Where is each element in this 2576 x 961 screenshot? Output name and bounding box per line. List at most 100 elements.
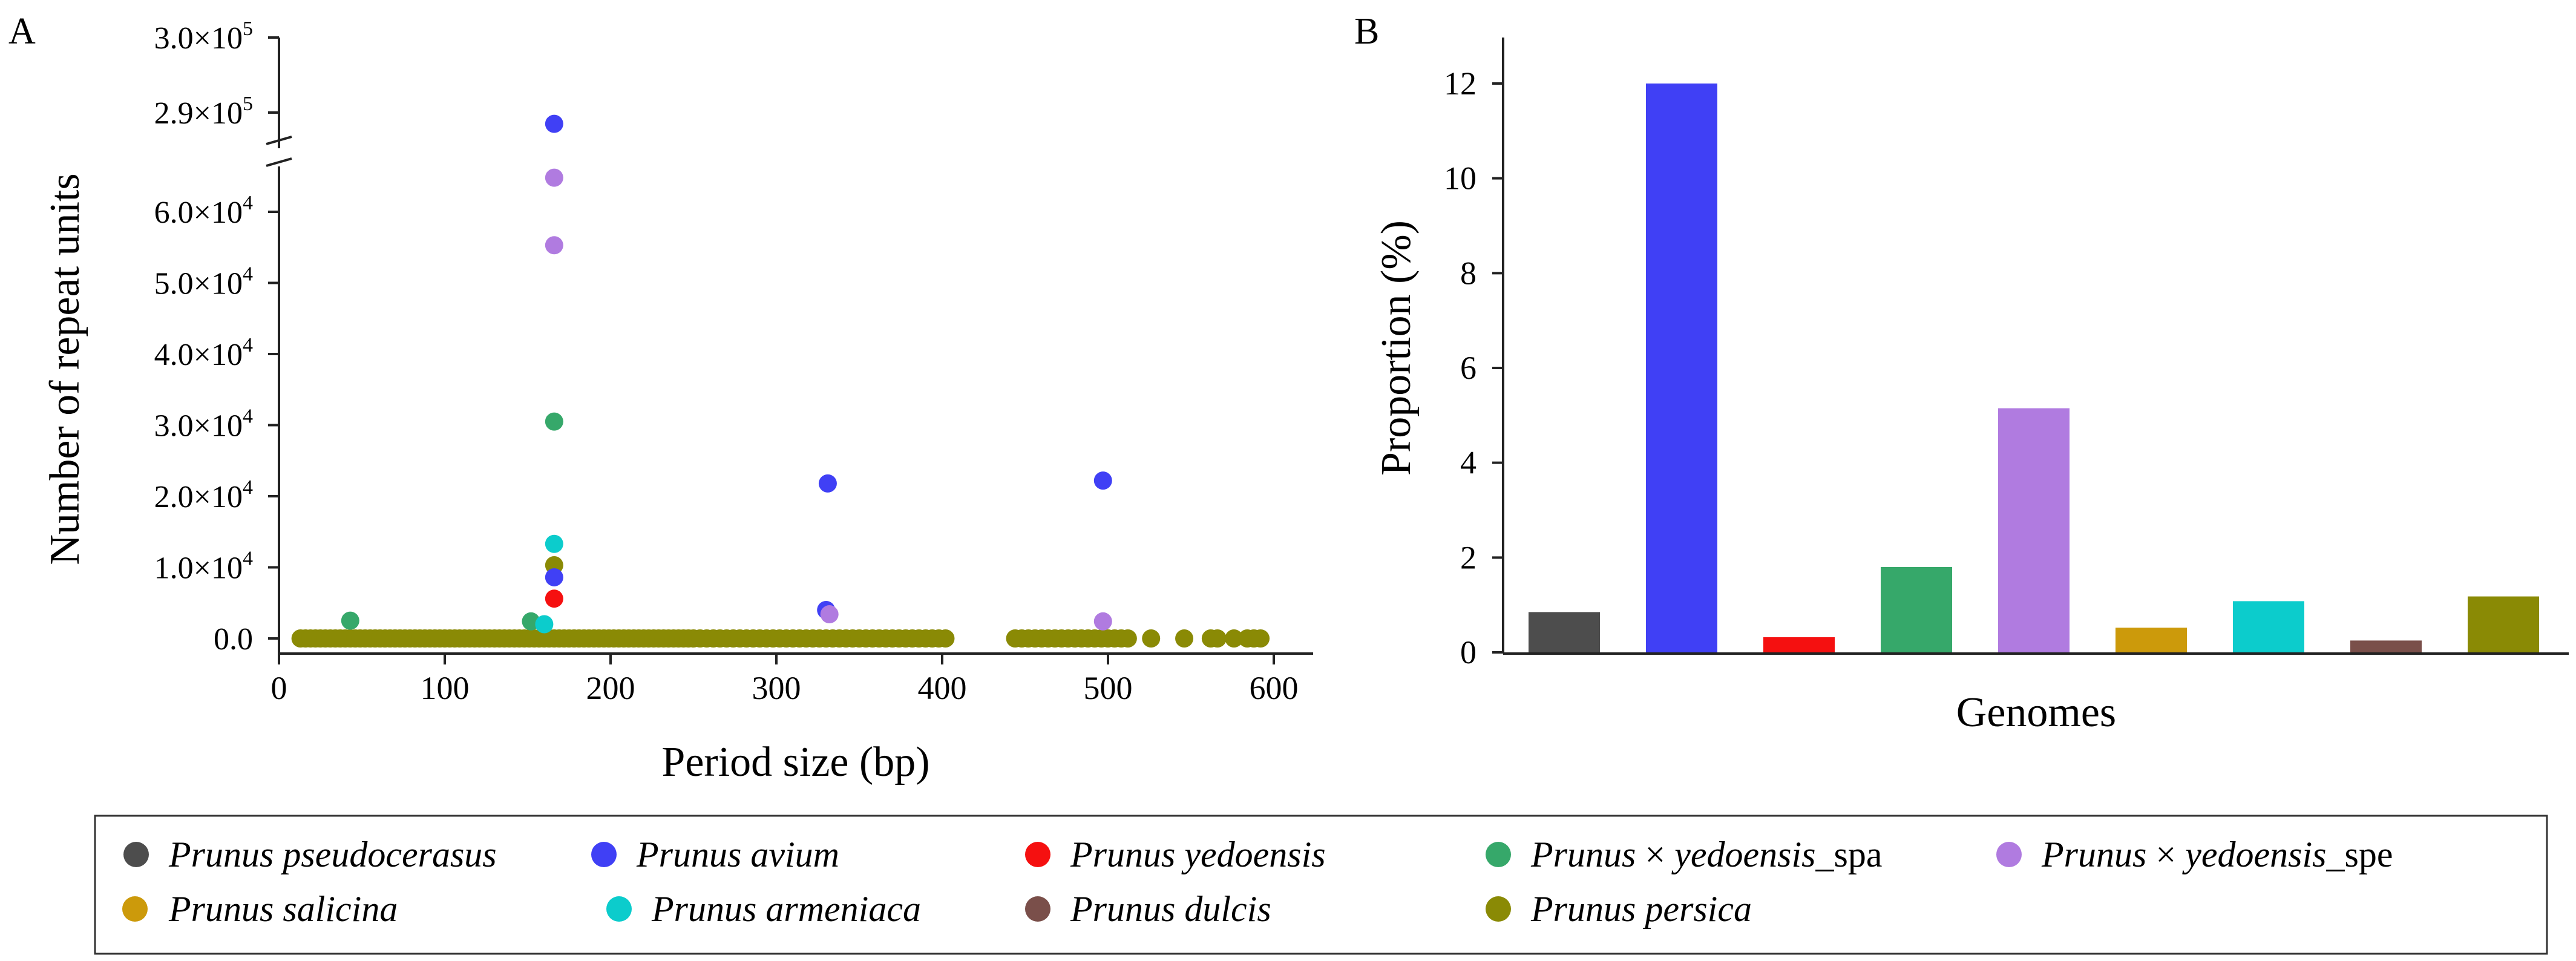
y-tick-label: 0.0 [214, 622, 253, 657]
panel-a-x-label: Period size (bp) [661, 739, 929, 786]
y-tick-label: 3.0×105 [154, 18, 253, 56]
bar [1763, 637, 1835, 652]
legend-label: Prunus yedoensis [1070, 835, 1326, 874]
y-tick-mantissa: 1.0×10 [154, 551, 243, 586]
scatter-point-highlight [545, 114, 563, 133]
bar [1646, 84, 1717, 652]
y-tick-exponent: 4 [243, 192, 253, 214]
panel-a-y-ticks: 0.01.0×1042.0×1043.0×1044.0×1045.0×1046.… [154, 18, 279, 657]
y-tick-label: 2.9×105 [154, 93, 253, 131]
bar [2468, 596, 2539, 652]
legend-marker [1486, 896, 1511, 922]
y-tick-exponent: 4 [243, 405, 253, 428]
legend-species: Prunus [2041, 835, 2146, 874]
x-tick-label: 0 [271, 670, 287, 706]
b-y-tick-label: 12 [1444, 65, 1476, 102]
panel-b-axes [1502, 38, 2569, 655]
y-tick-exponent: 4 [243, 263, 253, 286]
scatter-point-highlight [545, 589, 563, 608]
y-tick-label: 6.0×104 [154, 192, 253, 230]
legend-epithet: yedoensis [1671, 835, 1815, 874]
y-tick-label: 4.0×104 [154, 334, 253, 372]
panel-b-bars [1529, 84, 2539, 652]
scatter-point [1142, 629, 1161, 648]
scatter-point-highlight [1093, 612, 1112, 631]
scatter-point [1225, 629, 1244, 648]
scatter-point [1175, 629, 1194, 648]
legend-species: Prunus armeniaca [651, 889, 921, 929]
y-tick-exponent: 4 [243, 548, 253, 570]
scatter-point-highlight [820, 605, 839, 624]
legend-marker [1996, 842, 2022, 867]
panel-b-label: B [1354, 11, 1379, 52]
legend-species: Prunus dulcis [1070, 889, 1271, 929]
legend-label: Prunus dulcis [1070, 889, 1271, 929]
scatter-point-highlight [535, 615, 554, 634]
legend-marker [123, 842, 149, 867]
b-y-tick-label: 0 [1460, 634, 1476, 671]
bar [1529, 612, 1600, 652]
panel-a-x-ticks: 0 100 200 300 400 500 600 [271, 654, 1299, 706]
y-tick-mantissa: 0.0 [214, 622, 253, 657]
scatter-point-highlight [545, 236, 563, 255]
x-tick-label: 300 [752, 670, 801, 706]
bar [1881, 567, 1952, 652]
legend-marker [1025, 842, 1050, 867]
b-y-tick-label: 8 [1460, 255, 1476, 291]
scatter-point-highlight [545, 534, 563, 553]
legend-suffix: _spa [1815, 835, 1882, 874]
y-tick-label: 3.0×104 [154, 405, 253, 444]
x-tick-label: 600 [1250, 670, 1299, 706]
y-tick-exponent: 5 [243, 18, 253, 40]
legend-marker [1486, 842, 1511, 867]
scatter-point [1118, 629, 1137, 648]
legend-cross: × [1636, 835, 1674, 874]
legend-species: Prunus persica [1530, 889, 1752, 929]
y-tick-label: 2.0×104 [154, 476, 253, 514]
x-tick-label: 500 [1084, 670, 1133, 706]
scatter-point [1251, 629, 1270, 648]
bar [2350, 640, 2422, 652]
y-tick-label: 5.0×104 [154, 263, 253, 301]
b-y-tick-label: 10 [1444, 160, 1476, 197]
b-y-tick-label: 6 [1460, 350, 1476, 386]
bar [2116, 628, 2187, 652]
scatter-point-highlight [341, 611, 359, 630]
bar [2233, 601, 2304, 652]
b-y-tick-label: 4 [1460, 445, 1476, 481]
legend-label: Prunus avium [636, 835, 839, 874]
legend-species: Prunus salicina [168, 889, 398, 929]
y-tick-exponent: 4 [243, 476, 253, 499]
panel-a-points [291, 114, 1270, 648]
legend-marker [1025, 896, 1050, 922]
scatter-point-highlight [545, 412, 563, 431]
legend-label: Prunus pseudocerasus [168, 835, 497, 874]
legend-marker [606, 896, 632, 922]
b-y-tick-label: 2 [1460, 539, 1476, 576]
panel-b-y-ticks: 0 2 4 6 8 10 12 [1444, 65, 1503, 671]
legend: Prunus pseudocerasus Prunus avium Prunus y… [122, 835, 2393, 929]
x-tick-label: 100 [421, 670, 470, 706]
panel-b-x-label: Genomes [1956, 689, 2116, 736]
y-tick-mantissa: 4.0×10 [154, 338, 243, 372]
legend-marker [591, 842, 617, 867]
axis-break-mark-lower [266, 157, 292, 167]
legend-box [94, 815, 2548, 955]
legend-species: Prunus [1530, 835, 1636, 874]
x-tick-label: 200 [586, 670, 635, 706]
scatter-point-highlight [545, 168, 563, 187]
scatter-point [936, 629, 955, 648]
scatter-point-highlight [818, 474, 837, 493]
legend-marker [122, 896, 148, 922]
scatter-point-highlight [1093, 471, 1112, 490]
y-tick-mantissa: 3.0×10 [154, 21, 243, 56]
axis-break-mark-upper [266, 136, 292, 145]
y-tick-mantissa: 3.0×10 [154, 409, 243, 444]
y-tick-exponent: 4 [243, 334, 253, 356]
legend-suffix: _spe [2325, 835, 2393, 874]
legend-label: Prunus armeniaca [651, 889, 921, 929]
panel-a-axes [266, 38, 1313, 655]
legend-label: Prunus persica [1530, 889, 1752, 929]
x-tick-label: 400 [918, 670, 967, 706]
